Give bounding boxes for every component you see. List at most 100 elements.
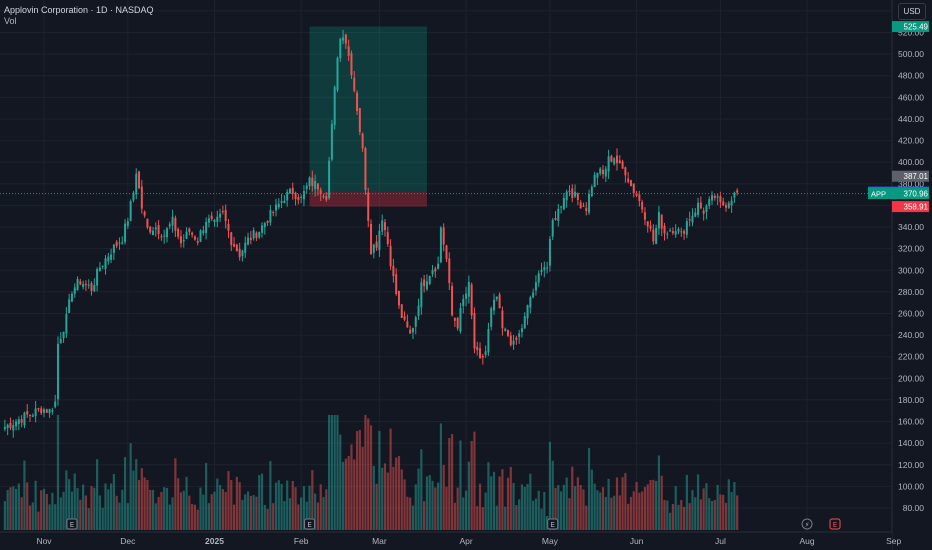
volume-bar (381, 467, 384, 530)
candle-body (479, 348, 482, 358)
earnings-marker[interactable]: E (829, 518, 841, 530)
candle-body (330, 124, 333, 160)
volume-bar (121, 489, 124, 530)
price-axis[interactable]: 540.00520.00500.00480.00460.00440.00420.… (891, 0, 932, 550)
symbol-title[interactable]: Applovin Corporation · 1D · NASDAQ (4, 5, 154, 15)
candle-body (493, 299, 496, 311)
volume-bar (314, 493, 317, 530)
volume-bar (615, 477, 619, 530)
x-tick-label: Nov (36, 536, 52, 546)
time-axis[interactable]: Nov Dec 2025 Feb Mar Apr May Jun Jul Aug Sep (0, 531, 902, 550)
currency-button[interactable]: USD (898, 3, 926, 20)
volume-bar (288, 498, 292, 530)
candle-body (560, 206, 563, 208)
volume-bar (12, 486, 15, 530)
candle-body (283, 200, 286, 204)
volume-bar (724, 502, 728, 530)
position-tool[interactable] (309, 26, 427, 207)
volume-bar (191, 504, 194, 530)
volume-bar (341, 461, 345, 530)
volume-bar (696, 474, 700, 530)
candle-body (230, 232, 233, 246)
candle-body (249, 237, 252, 241)
volume-bar (571, 466, 574, 530)
marker-circle (801, 518, 813, 530)
earnings-marker[interactable]: E (547, 518, 559, 530)
marker-box (66, 518, 78, 530)
volume-bar (448, 438, 451, 530)
x-tick-label: Feb (294, 536, 309, 546)
candle-body (629, 180, 632, 187)
candle-body (101, 265, 104, 267)
volume-bar (456, 487, 459, 530)
dividend-marker[interactable]: ⚡ (801, 518, 813, 530)
volume-bar (573, 486, 577, 530)
earnings-marker[interactable]: E (66, 518, 78, 530)
volume-bar (305, 501, 308, 530)
volume-bar (311, 470, 314, 530)
candle-body (582, 205, 585, 207)
candle-body (149, 226, 152, 233)
volume-bar (59, 497, 62, 530)
volume-bar (400, 469, 403, 530)
volume-bar (369, 425, 373, 530)
volume-bar (353, 459, 356, 530)
candle-body (191, 232, 194, 235)
volume-bar (96, 459, 99, 530)
candle-body (733, 192, 736, 198)
volume-bar (719, 494, 722, 530)
volume-bar (34, 480, 37, 530)
candle-body (115, 241, 118, 246)
candle-body (473, 312, 476, 349)
candle-body (590, 186, 593, 196)
volume-bar (420, 449, 423, 530)
candle-body (314, 180, 317, 190)
candle-body (193, 236, 196, 240)
volume-bar (442, 464, 445, 530)
candle-body (342, 37, 345, 41)
volume-bar (333, 415, 336, 530)
candle-body (252, 230, 255, 239)
candle-body (308, 177, 311, 187)
candle-body (576, 193, 579, 200)
candle-body (177, 229, 180, 237)
candle-body (406, 321, 409, 328)
earnings-marker[interactable]: E (304, 518, 316, 530)
candle-body (305, 185, 308, 189)
volume-bar (37, 511, 40, 530)
volume-bar (671, 504, 674, 530)
price-tag-value: 387.01 (904, 172, 929, 181)
volume-bar (82, 484, 85, 530)
volume-bar (104, 483, 107, 530)
candle-body (725, 205, 728, 208)
candle-body (736, 190, 739, 193)
candle-body (37, 408, 40, 410)
volume-bar (205, 463, 208, 530)
volume-bar (73, 473, 76, 530)
price-tag: APP 370.96 (868, 188, 929, 200)
volume-bar (520, 484, 524, 530)
candle-body (442, 227, 445, 245)
candle-body (635, 192, 638, 196)
volume-bars (3, 415, 739, 530)
candle-body (437, 263, 440, 269)
volume-bar (674, 486, 677, 530)
candle-body (596, 172, 599, 178)
y-tick-label: 200.00 (898, 373, 924, 383)
volume-bar (14, 488, 18, 530)
price-tag-bg (892, 188, 929, 200)
volume-bar (182, 490, 185, 530)
volume-bar (188, 495, 191, 530)
marker-box (304, 518, 316, 530)
volume-bar (568, 498, 571, 530)
candle-body (518, 333, 521, 337)
event-markers[interactable]: E E E ⚡ E (66, 518, 841, 530)
volume-bar (286, 480, 289, 530)
profit-zone[interactable] (309, 26, 427, 193)
volume-bar (185, 476, 188, 530)
volume-bar (593, 483, 596, 530)
candle-body (397, 290, 400, 306)
candle-body (411, 327, 414, 333)
volume-bar (383, 463, 387, 530)
